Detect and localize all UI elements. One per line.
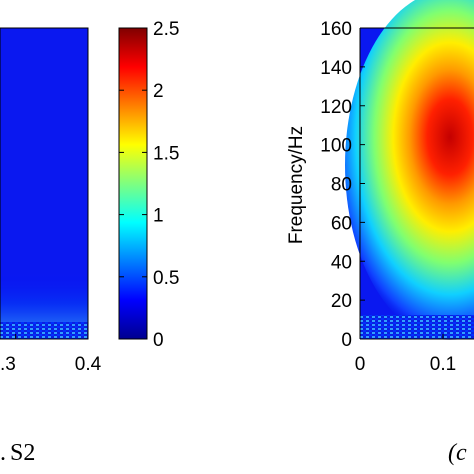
- right-y-tick-label: 160: [320, 19, 352, 40]
- right-y-tick-label: 100: [320, 136, 352, 157]
- colorbar-tick-label: 2.5: [153, 19, 179, 40]
- colorbar-tick-label: 2: [153, 81, 164, 102]
- right-y-tick-label: 60: [331, 213, 352, 234]
- left-heatmap: .3 0.4: [0, 27, 102, 375]
- right-y-tick-label: 140: [320, 58, 352, 79]
- right-y-tick-label: 80: [331, 175, 352, 196]
- colorbar-tick-label: 1.5: [153, 143, 179, 164]
- right-x-tick-label: 0.1: [430, 354, 456, 375]
- right-heatmap-glow: [345, 0, 474, 340]
- right-x-tick-label: 0: [355, 354, 366, 375]
- right-heatmap: 0 20 40 60 80 100 120 140 160 0 0.1 Frequency/Hz: [286, 0, 474, 375]
- right-y-tick-label: 0: [341, 330, 352, 351]
- left-x-tick-label: .3: [0, 354, 16, 375]
- left-heatmap-lowband: [0, 270, 88, 325]
- colorbar-gradient: [118, 27, 148, 340]
- right-y-tick-label: 120: [320, 97, 352, 118]
- colorbar-tick-label: 0.5: [153, 268, 179, 289]
- colorbar: 0 0.5 1 1.5 2 2.5: [118, 19, 179, 351]
- right-y-tick-label: 40: [331, 252, 352, 273]
- right-y-axis-label: Frequency/Hz: [286, 126, 307, 244]
- left-x-tick-label: 0.4: [75, 354, 102, 375]
- left-caption: S2: [10, 440, 35, 466]
- left-caption-prefix: .: [0, 440, 6, 466]
- left-heatmap-frame: [0, 27, 89, 340]
- left-heatmap-noise: [0, 322, 88, 339]
- right-y-tick-label: 20: [331, 291, 352, 312]
- colorbar-tick-label: 1: [153, 206, 164, 227]
- colorbar-tick-label: 0: [153, 330, 164, 351]
- right-heatmap-noise: [360, 315, 474, 339]
- right-caption: (c: [448, 440, 467, 466]
